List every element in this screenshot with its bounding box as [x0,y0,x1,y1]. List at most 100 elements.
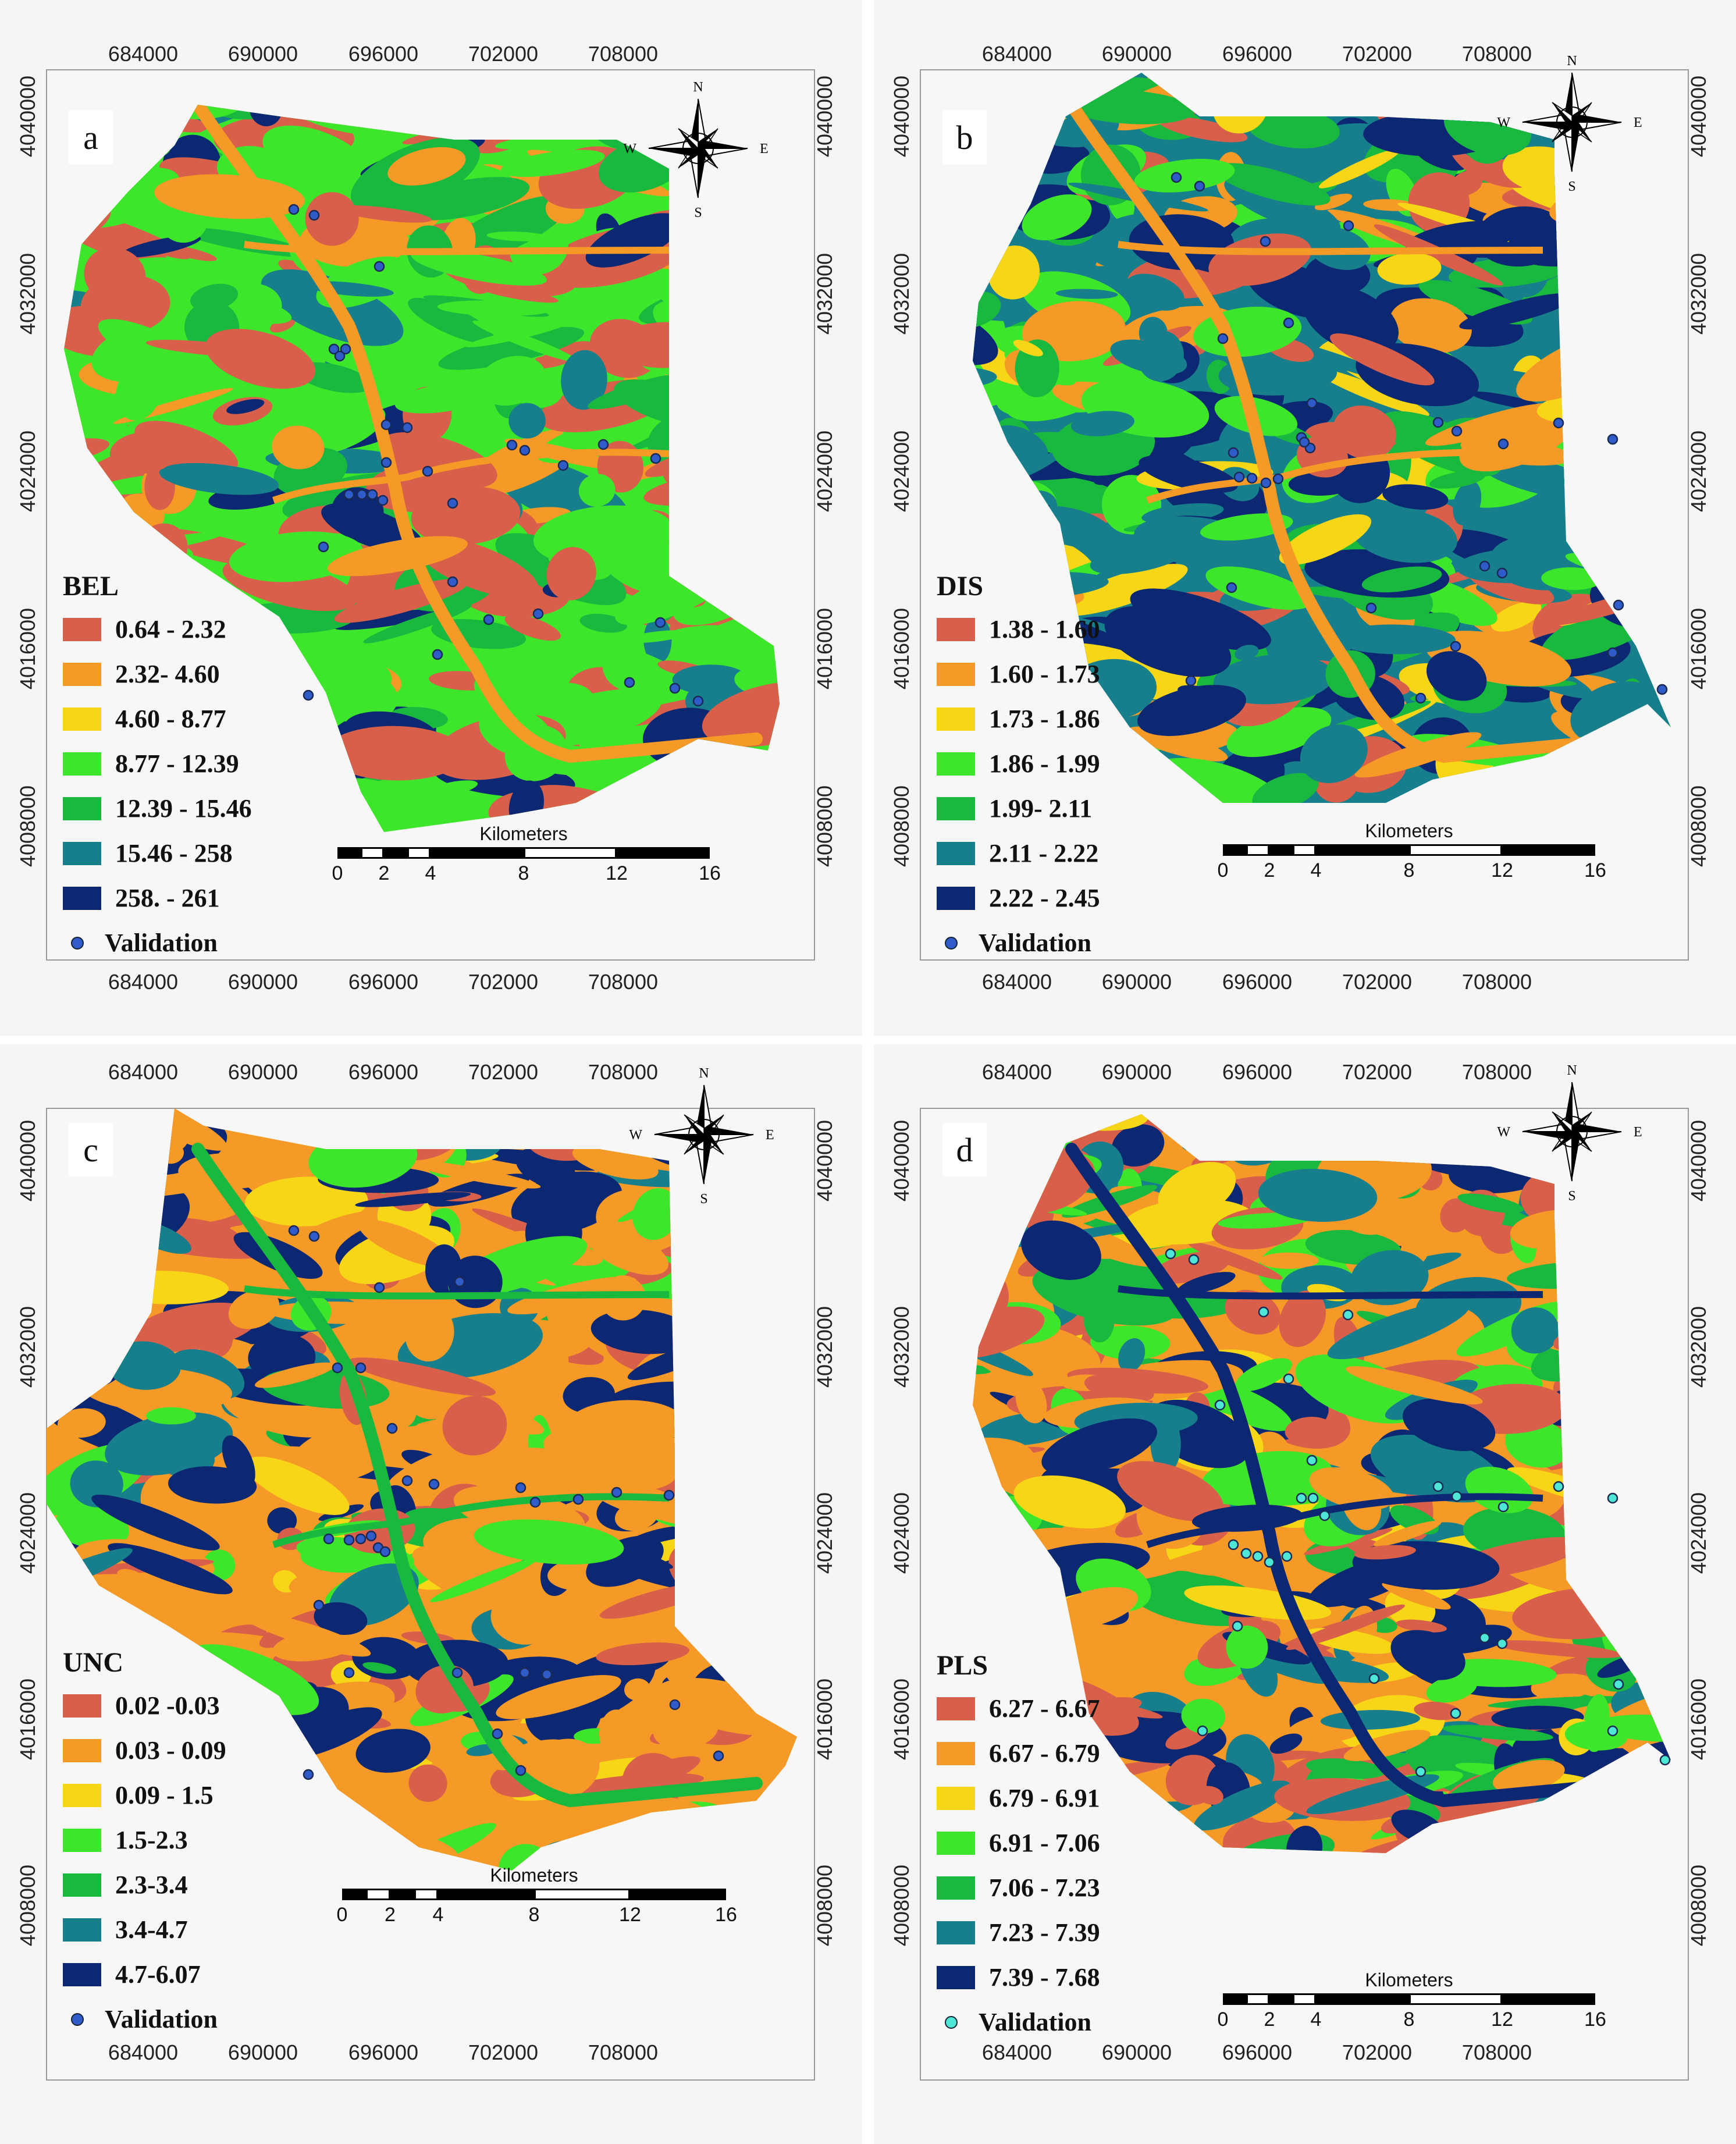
scale-bar-segment [630,1889,726,1900]
validation-point [515,1482,527,1494]
validation-point [519,1667,531,1679]
legend-swatch [937,752,975,776]
validation-point [1553,1481,1564,1492]
validation-point [1228,447,1239,458]
class-patch [57,1408,106,1438]
class-patch [1451,170,1483,196]
validation-point [650,453,661,464]
class-patch [222,1435,255,1488]
class-patch [1134,158,1235,193]
class-patch [1226,707,1332,758]
legend-item: 3.4-4.7 [63,1907,226,1952]
validation-point [483,614,495,625]
class-patch [314,1602,368,1635]
class-patch [753,1737,780,1783]
validation-point [373,1282,385,1293]
class-patch [1130,588,1271,651]
easting-tick-label-bottom: 690000 [1102,970,1172,994]
scale-bar: Kilometers 0 2 4 8 12 16 [332,823,721,886]
northing-tick-label-right: 4024000 [813,1492,837,1574]
easting-tick-label-top: 708000 [588,42,658,66]
legend-item-validation: Validation [63,920,252,965]
class-patch [596,1642,689,1666]
class-patch [1300,724,1368,783]
scale-bar-tick-label: 2 [378,862,390,884]
class-patch [1314,368,1429,417]
legend-label: 6.79 - 6.91 [989,1784,1100,1812]
legend-swatch [63,1828,101,1852]
validation-point [1240,1548,1252,1559]
legend-item: 0.64 - 2.32 [63,607,252,652]
validation-point [1607,1725,1618,1737]
class-patch [973,291,1001,329]
validation-point [1260,236,1271,247]
legend-swatch [63,1918,101,1942]
legend-item: 0.03 - 0.09 [63,1728,226,1773]
legend-label: 7.39 - 7.68 [989,1963,1100,1992]
northing-tick-label-right: 4040000 [1687,1120,1710,1201]
scale-bar-tick-label: 16 [1584,2008,1606,2031]
legend-label: 6.67 - 6.79 [989,1739,1100,1768]
class-patch [1396,1619,1447,1633]
class-patch [1084,1374,1154,1403]
class-patch [358,1219,452,1268]
class-patch [267,1507,297,1534]
validation-point [401,422,413,433]
legend-swatch [937,707,975,731]
legend-item: 4.7-6.07 [63,1952,226,1997]
easting-tick-label-top: 708000 [1462,42,1532,66]
class-patch [1303,285,1399,354]
scale-bar-tick-label: 12 [619,1904,641,1926]
validation-point [1258,1306,1269,1318]
scale-bar-segments [1223,1993,1595,2005]
class-patch [1125,273,1184,311]
easting-tick-label-bottom: 690000 [228,970,298,994]
map-legend: UNC 0.02 -0.03 0.03 - 0.09 0.09 - 1.5 1.5-2.… [63,1647,226,2042]
validation-point [373,261,385,272]
scale-bar-segment [366,1889,390,1900]
legend-swatch [63,841,101,865]
class-patch [334,662,392,703]
class-patch [1354,1545,1416,1560]
validation-point [557,460,569,471]
northing-tick-label-right: 4032000 [1687,253,1710,335]
class-patch [1374,224,1503,286]
class-patch [1269,1733,1303,1754]
validation-point [343,489,355,500]
class-patch [405,1304,454,1362]
class-patch [1181,1698,1226,1734]
class-patch [168,1466,257,1504]
map-panel-c: 684000 684000 690000 690000 696000 696000 7020… [0,1044,862,2144]
class-patch [145,340,278,358]
class-patch [1492,1640,1623,1658]
validation-point [611,1487,622,1498]
class-patch [355,1192,471,1207]
compass-rose-icon: N S E W [1497,54,1642,194]
class-patch [1258,1168,1378,1222]
class-patch [1041,1418,1158,1475]
validation-point [692,695,704,707]
easting-tick-label-top: 684000 [108,42,178,66]
northing-tick-label-left: 4024000 [16,431,40,512]
class-patch [108,1543,233,1595]
validation-point [1613,1679,1624,1690]
class-patch [1318,148,1401,189]
scale-bar-tick-label: 2 [1264,2008,1275,2031]
class-patch [362,1662,397,1674]
validation-point [1613,599,1624,611]
easting-tick-label-bottom: 702000 [1342,2040,1412,2064]
scale-bar-segment [438,1889,534,1900]
northing-tick-label-left: 4032000 [890,253,913,335]
legend-item: 1.5-2.3 [63,1818,226,1862]
class-patch [1314,193,1353,211]
validation-point [380,419,392,431]
validation-point [1607,1492,1618,1504]
class-patch [1354,732,1482,778]
class-patch [55,1505,130,1549]
legend-item: 4.60 - 8.77 [63,696,252,741]
compass-letter: W [623,141,636,157]
scale-bar-segment [1269,844,1293,856]
class-patch [394,381,496,414]
map-svg: 684000 684000 690000 690000 696000 696000 7020… [890,1060,1710,2081]
scale-bar-segment [1316,844,1409,856]
